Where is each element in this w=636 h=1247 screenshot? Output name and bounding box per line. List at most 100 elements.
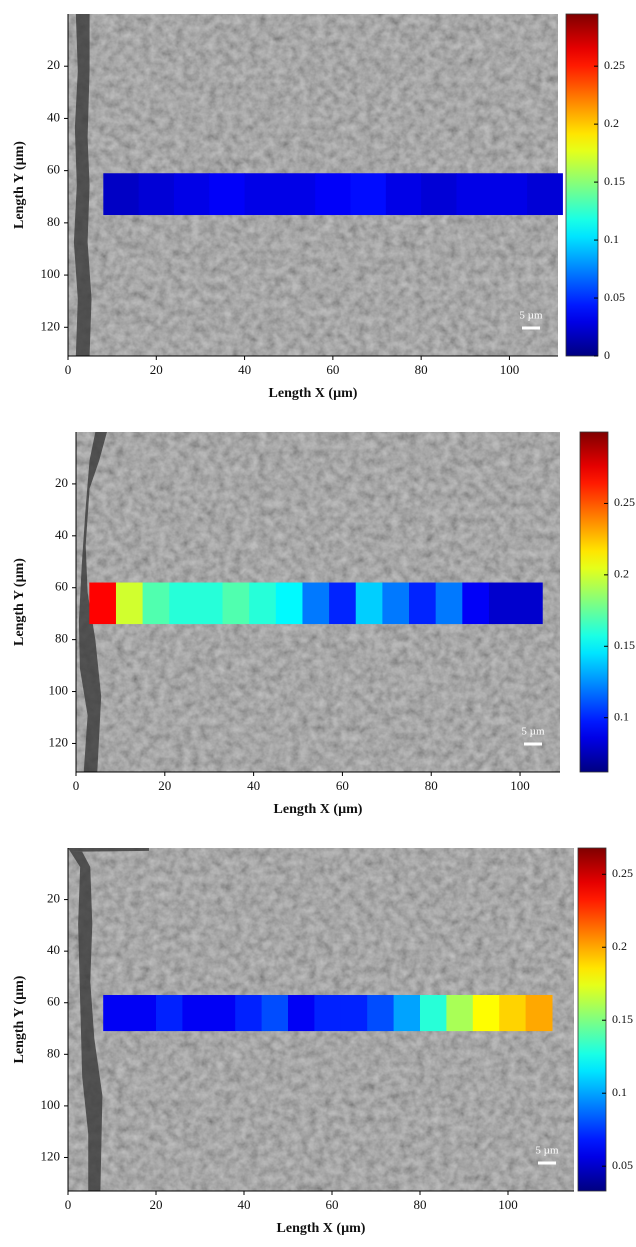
x-tick-label: 80 <box>415 362 428 377</box>
heatmap-cell <box>208 995 236 1032</box>
heatmap-cell <box>103 173 140 216</box>
colorbar-tick-label: 0.1 <box>604 232 619 246</box>
heatmap-cell <box>315 173 352 216</box>
y-tick-label: 120 <box>49 734 69 749</box>
scale-bar-label: 5 µm <box>521 726 545 738</box>
x-tick-label: 0 <box>65 1197 72 1212</box>
y-tick-label: 100 <box>49 683 69 698</box>
colorbar-tick-label: 0.15 <box>604 174 625 188</box>
heatmap-cell <box>527 173 563 216</box>
y-tick-label: 20 <box>47 57 60 72</box>
colorbar-tick-label: 0.25 <box>612 866 633 880</box>
heatmap-cell <box>209 173 246 216</box>
heatmap-cell <box>385 173 422 216</box>
heatmap-cell <box>138 173 175 216</box>
x-tick-label: 80 <box>425 778 438 793</box>
y-tick-label: 20 <box>47 891 60 906</box>
x-tick-label: 100 <box>500 362 520 377</box>
y-tick-label: 40 <box>47 109 60 124</box>
colorbar-tick-label: 0.15 <box>614 638 635 652</box>
scale-bar-label: 5 µm <box>535 1145 559 1157</box>
y-tick-label: 40 <box>47 942 60 957</box>
colorbar-tick-label: 0.1 <box>612 1085 627 1099</box>
heatmap-cell <box>446 995 474 1032</box>
y-tick-label: 60 <box>55 579 68 594</box>
heatmap-cell <box>456 173 493 216</box>
colorbar-tick-label: 0.05 <box>604 290 625 304</box>
heatmap-cell <box>350 173 387 216</box>
colorbar-tick-label: 0.2 <box>604 116 619 130</box>
y-tick-label: 20 <box>55 475 68 490</box>
y-tick-label: 80 <box>47 214 60 229</box>
x-tick-label: 60 <box>326 1197 339 1212</box>
x-axis-label: Length X (µm) <box>274 802 363 817</box>
x-tick-label: 60 <box>326 362 339 377</box>
heatmap-cell <box>115 582 144 625</box>
heatmap-cell <box>195 582 224 625</box>
heatmap-cell <box>182 995 210 1032</box>
heatmap-cell <box>235 995 263 1032</box>
x-tick-label: 20 <box>150 362 163 377</box>
heatmap-cell <box>288 995 315 1032</box>
heatmap-cell <box>173 173 210 216</box>
grain-boundary <box>73 14 92 356</box>
y-tick-label: 60 <box>47 162 60 177</box>
x-tick-label: 100 <box>510 778 530 793</box>
heatmap-cell <box>367 995 395 1032</box>
y-axis-label: Length Y (µm) <box>12 975 27 1063</box>
heatmap-cell <box>249 582 277 625</box>
colorbar-tick-label: 0.05 <box>612 1158 633 1172</box>
heatmap-cell <box>435 582 463 625</box>
colorbar-tick-label: 0.15 <box>612 1012 633 1026</box>
x-tick-label: 40 <box>238 362 251 377</box>
y-tick-label: 120 <box>41 318 61 333</box>
colorbar <box>577 847 607 1192</box>
heatmap-cell <box>103 995 131 1032</box>
heatmap-cell <box>244 173 281 216</box>
heatmap-cell <box>279 173 316 216</box>
heatmap-cell <box>314 995 342 1032</box>
heatmap-cell <box>462 582 490 625</box>
heatmap-cell <box>329 582 357 625</box>
heatmap-cell <box>409 582 437 625</box>
x-axis-label: Length X (µm) <box>269 386 358 401</box>
x-tick-label: 40 <box>247 778 260 793</box>
x-tick-label: 20 <box>158 778 171 793</box>
colorbar-tick-label: 0 <box>604 348 610 362</box>
heatmap-cell <box>142 582 170 625</box>
heatmap-cell <box>275 582 303 625</box>
heatmap-cell <box>261 995 289 1032</box>
grain-boundary <box>78 432 107 772</box>
x-axis-label: Length X (µm) <box>277 1221 366 1236</box>
colorbar-tick-label: 0.25 <box>604 58 625 72</box>
colorbar-tick-label: 0.2 <box>614 567 629 581</box>
x-tick-label: 0 <box>65 362 72 377</box>
heatmap-cell <box>222 582 250 625</box>
colorbar <box>565 13 599 357</box>
heatmap-cell <box>355 582 383 625</box>
heatmap-cell <box>499 995 527 1032</box>
colorbar-tick-label: 0.1 <box>614 709 629 723</box>
heatmap-cell <box>515 582 543 625</box>
heatmap-cell <box>340 995 368 1032</box>
heatmap-cell <box>302 582 330 625</box>
heatmap-cell <box>472 995 500 1032</box>
y-axis-label: Length Y (µm) <box>12 141 27 229</box>
heatmap-cell <box>420 995 447 1032</box>
heatmap-cell <box>382 582 410 625</box>
heatmap-cell <box>129 995 157 1032</box>
y-tick-label: 60 <box>47 994 60 1009</box>
x-tick-label: 40 <box>238 1197 251 1212</box>
heatmap-cell <box>169 582 197 625</box>
y-tick-label: 40 <box>55 527 68 542</box>
heatmap-cell <box>393 995 421 1032</box>
heatmap-cell <box>491 173 528 216</box>
y-tick-label: 80 <box>55 631 68 646</box>
y-tick-label: 120 <box>41 1148 61 1163</box>
heatmap-cell <box>525 995 553 1032</box>
y-tick-label: 80 <box>47 1045 60 1060</box>
heatmap-cell <box>421 173 457 216</box>
x-tick-label: 0 <box>73 778 80 793</box>
